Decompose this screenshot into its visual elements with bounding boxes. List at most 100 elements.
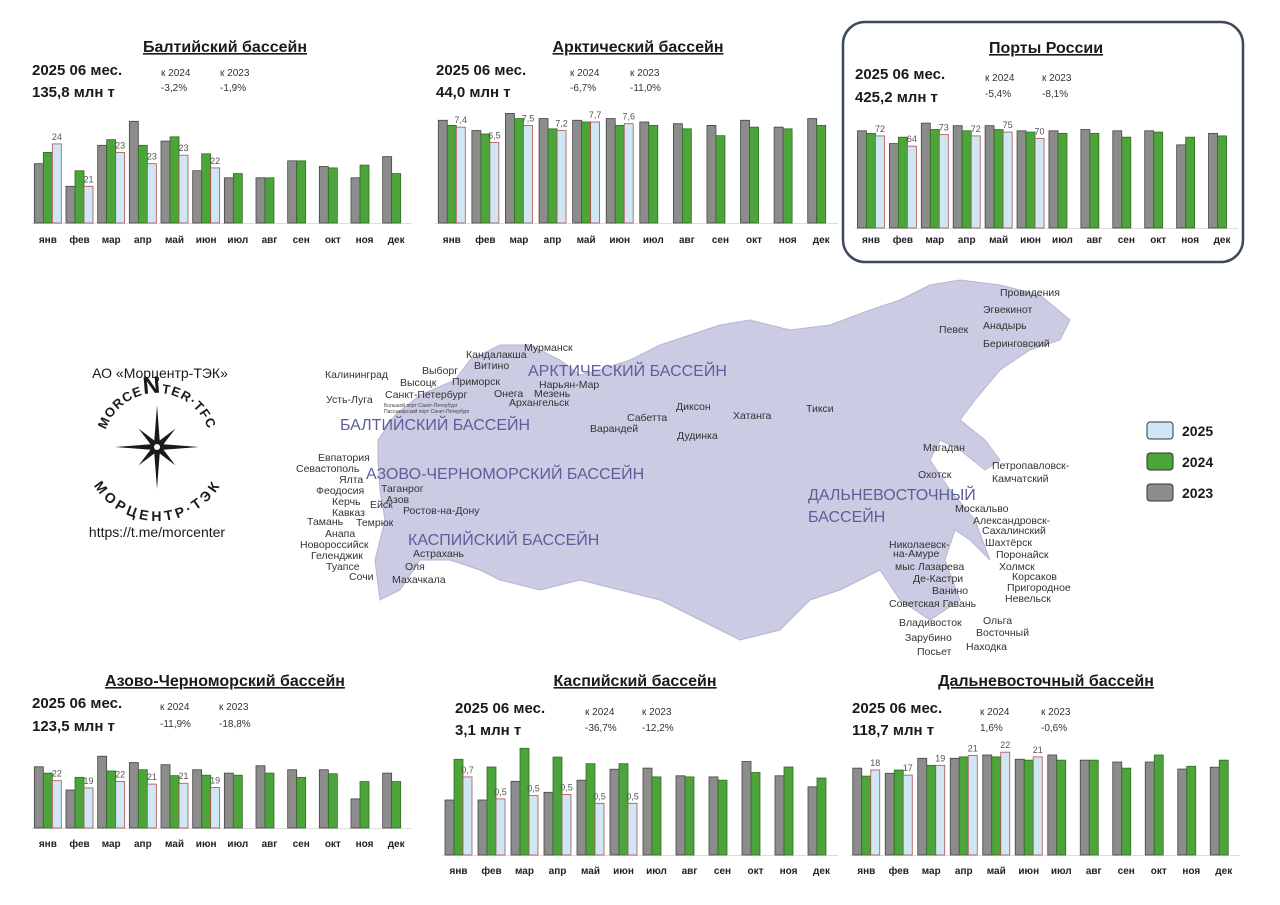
bar: [926, 764, 937, 856]
port-label: Витино: [474, 360, 509, 372]
compare-label: к 2023: [642, 707, 672, 718]
bar: [255, 177, 266, 224]
x-tick-label: окт: [1150, 235, 1166, 246]
channel-url: https://t.me/morcenter: [89, 524, 225, 540]
port-label: Санкт-Петербург: [385, 389, 468, 401]
port-label: Онега: [494, 388, 523, 400]
bar: [906, 145, 917, 229]
bar: [83, 185, 94, 224]
company-name: АО «Морцентр-ТЭК»: [92, 365, 228, 381]
x-tick-label: июл: [1051, 866, 1072, 877]
port-label: Усть-Луга: [326, 394, 373, 406]
period: 2025 06 мес.: [32, 62, 122, 79]
bar: [917, 757, 928, 856]
legend-label: 2024: [1182, 454, 1213, 470]
bar: [382, 156, 393, 224]
x-tick-label: янв: [39, 235, 57, 246]
bar: [870, 769, 881, 856]
compare-label: к 2024: [161, 68, 191, 79]
basin-label: ДАЛЬНЕВОСТОЧНЫЙ: [808, 485, 976, 504]
bar: [160, 764, 171, 829]
legend-swatch: [1146, 483, 1174, 502]
bar-chart: Арктический бассейн 2025 06 мес. 44,0 млн …: [435, 39, 838, 246]
port-label: Выборг: [422, 365, 458, 377]
port-label: Кавказ: [332, 507, 365, 519]
bar: [675, 775, 686, 856]
x-tick-label: сен: [293, 235, 310, 246]
bar: [192, 769, 203, 829]
chart-title: Балтийский бассейн: [143, 39, 307, 56]
x-tick-label: янв: [862, 235, 880, 246]
bar: [210, 167, 221, 224]
compare-label: к 2023: [630, 68, 660, 79]
compare-label: к 2024: [570, 68, 600, 79]
bar: [949, 757, 960, 856]
x-tick-label: май: [165, 839, 184, 850]
port-label: Москальво: [955, 503, 1009, 515]
port-label: Александровск-: [973, 515, 1051, 527]
bar: [437, 119, 448, 224]
port-label: Поронайск: [996, 549, 1049, 561]
bar: [97, 755, 108, 829]
value-label: 7,2: [555, 119, 568, 129]
bar: [1034, 138, 1045, 229]
port-label: Ольга: [983, 615, 1012, 627]
bar: [556, 130, 567, 224]
x-tick-label: май: [165, 235, 184, 246]
value-label: 18: [870, 758, 880, 768]
port-label: Певек: [939, 324, 969, 336]
port-label: Оля: [405, 561, 425, 573]
port-label: Сочи: [349, 571, 374, 583]
value-label: 22: [210, 156, 220, 166]
logo-top-left: MORCE: [95, 383, 145, 431]
x-tick-label: июл: [227, 839, 248, 850]
legend-swatch: [1146, 452, 1174, 471]
x-tick-label: авг: [262, 235, 278, 246]
x-tick-label: фев: [893, 234, 913, 246]
bar: [232, 774, 243, 829]
total: 135,8 млн т: [32, 84, 115, 101]
bar: [446, 125, 457, 224]
value-label: 64: [907, 134, 917, 144]
bar: [1185, 136, 1196, 229]
port-label: Евпатория: [318, 452, 370, 464]
bar: [382, 772, 393, 829]
bar: [749, 126, 759, 224]
bar: [958, 756, 969, 856]
compare-value: -5,4%: [985, 89, 1011, 100]
x-tick-label: янв: [443, 235, 461, 246]
bar: [1176, 144, 1187, 229]
x-tick-label: июл: [646, 866, 667, 877]
port-label: Николаевск-: [889, 539, 950, 551]
bar: [519, 747, 530, 856]
bar: [585, 763, 596, 856]
x-tick-label: май: [581, 866, 600, 877]
bar: [1079, 759, 1090, 856]
chart-title: Арктический бассейн: [553, 39, 724, 56]
value-label: 6,5: [488, 131, 501, 141]
bar: [648, 125, 659, 224]
bar: [594, 802, 605, 856]
bar: [264, 177, 275, 224]
port-label: Новороссийск: [300, 539, 369, 551]
chart-title: Каспийский бассейн: [553, 673, 716, 690]
bar: [287, 160, 298, 224]
bar: [83, 787, 94, 829]
x-tick-label: янв: [39, 839, 57, 850]
compare-value: -6,7%: [570, 83, 596, 94]
total: 3,1 млн т: [455, 722, 521, 739]
compare-label: к 2023: [220, 68, 250, 79]
value-label: 73: [939, 123, 949, 133]
bar: [1089, 132, 1100, 229]
bar: [391, 781, 402, 829]
bar: [1025, 131, 1036, 229]
bar: [471, 130, 482, 224]
port-label: Тикси: [806, 403, 834, 415]
port-label: Восточный: [976, 627, 1029, 639]
port-label: Посьет: [917, 646, 952, 658]
bar: [938, 134, 949, 229]
x-tick-label: фев: [889, 865, 909, 877]
period: 2025 06 мес.: [436, 62, 526, 79]
x-tick-label: май: [987, 866, 1006, 877]
bar: [477, 799, 488, 856]
